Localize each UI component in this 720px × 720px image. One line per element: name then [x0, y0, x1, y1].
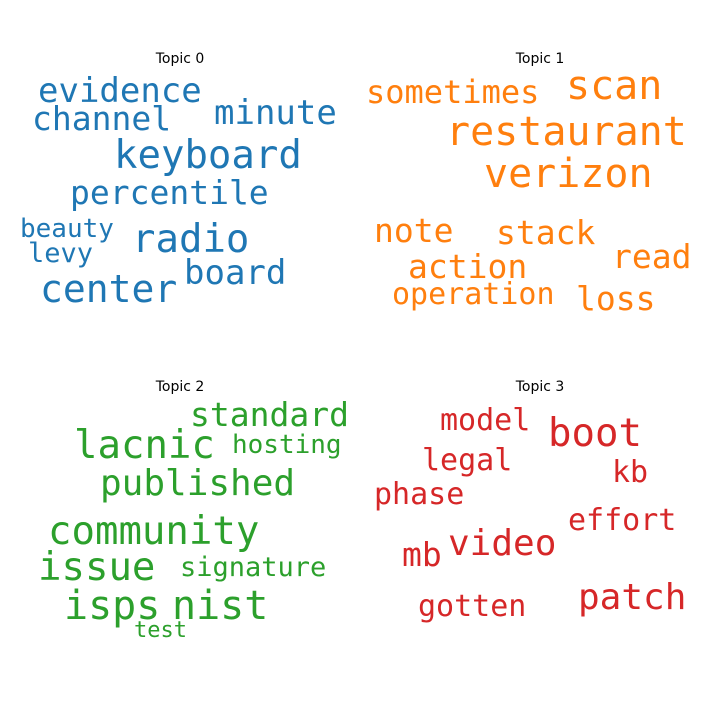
word-note: note: [374, 211, 454, 250]
word-action: action: [408, 247, 528, 286]
word-channel: channel: [32, 99, 172, 138]
word-hosting: hosting: [232, 430, 342, 460]
topic-1-panel: Topic 1 scan sometimes restaurant verizo…: [360, 0, 720, 360]
word-patch: patch: [578, 577, 687, 618]
word-effort: effort: [568, 503, 677, 538]
word-center: center: [40, 267, 178, 311]
word-mb: mb: [402, 535, 442, 574]
word-beauty: beauty: [20, 214, 114, 244]
word-restaurant: restaurant: [446, 109, 687, 155]
word-verizon: verizon: [484, 151, 653, 197]
word-published: published: [100, 463, 296, 504]
word-phase: phase: [374, 477, 465, 512]
word-levy: levy: [28, 238, 94, 269]
word-lacnic: lacnic: [74, 423, 215, 468]
topic-0-panel: Topic 0 evidence minute channel keyboard…: [0, 0, 360, 360]
word-boot: boot: [548, 411, 642, 456]
word-test: test: [134, 618, 187, 643]
word-evidence: evidence: [38, 71, 202, 111]
word-board: board: [184, 253, 287, 293]
word-standard: standard: [190, 395, 349, 434]
topic-3-panel: Topic 3 model boot legal kb phase effort…: [360, 328, 720, 688]
topic-3-title: Topic 3: [515, 379, 565, 395]
word-percentile: percentile: [70, 173, 269, 212]
word-community: community: [48, 509, 260, 554]
topic-1-title: Topic 1: [515, 51, 565, 67]
word-read: read: [612, 237, 692, 276]
word-signature: signature: [180, 552, 327, 583]
word-model: model: [440, 403, 531, 438]
word-issue: issue: [38, 545, 156, 590]
topic-0-title: Topic 0: [155, 51, 205, 67]
word-gotten: gotten: [418, 589, 527, 624]
topic-2-title: Topic 2: [155, 379, 205, 395]
word-scan: scan: [566, 63, 663, 109]
word-operation: operation: [392, 277, 555, 312]
word-video: video: [448, 523, 557, 564]
word-minute: minute: [214, 93, 337, 133]
word-legal: legal: [422, 443, 513, 478]
word-loss: loss: [576, 279, 656, 318]
word-radio: radio: [132, 217, 250, 262]
word-isps: isps: [64, 583, 161, 629]
topic-2-panel: Topic 2 standard lacnic hosting publishe…: [0, 328, 360, 688]
word-sometimes: sometimes: [366, 73, 540, 111]
word-kb: kb: [612, 455, 649, 490]
word-keyboard: keyboard: [114, 133, 302, 178]
word-stack: stack: [496, 213, 596, 252]
word-nist: nist: [172, 583, 269, 629]
